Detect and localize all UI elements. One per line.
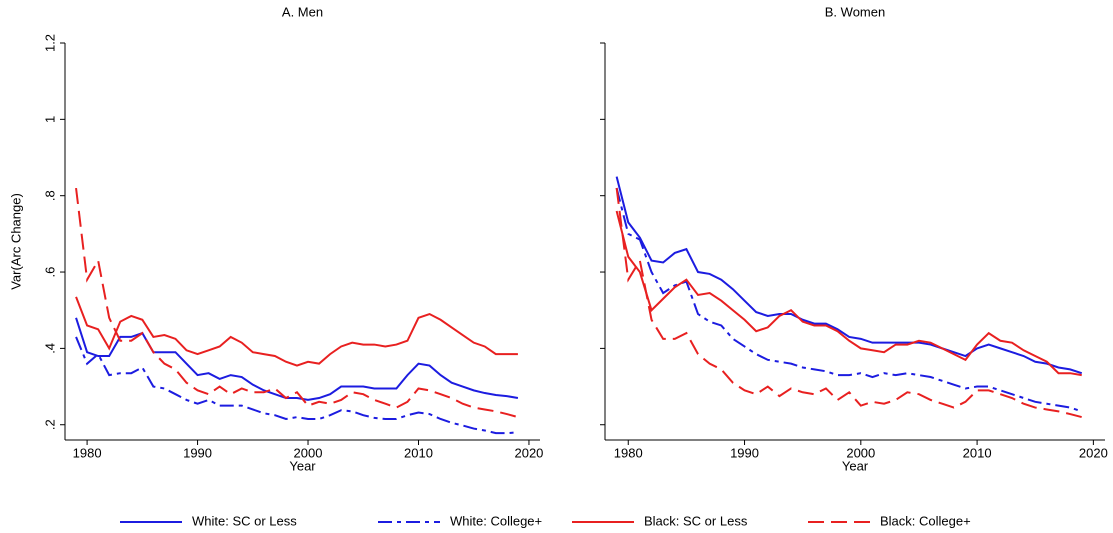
y-tick-label: 1.2 (42, 34, 57, 52)
y-tick-label: .4 (42, 343, 57, 354)
legend-label: Black: SC or Less (644, 513, 748, 528)
x-tick-label: 1990 (730, 445, 759, 460)
x-tick-label: 2020 (514, 445, 543, 460)
x-tick-label: 1980 (73, 445, 102, 460)
x-tick-label: 1980 (614, 445, 643, 460)
legend-label: White: College+ (450, 513, 542, 528)
series-line (75, 336, 518, 435)
y-tick-label: .6 (42, 267, 57, 278)
series-line (615, 210, 1082, 377)
x-tick-label: 2000 (846, 445, 875, 460)
x-axis-label: Year (289, 458, 316, 473)
series-line (75, 187, 519, 419)
y-tick-label: .8 (42, 190, 57, 201)
x-tick-label: 2010 (404, 445, 433, 460)
panel-title: A. Men (282, 4, 323, 19)
x-tick-label: 2000 (294, 445, 323, 460)
series-line (75, 296, 518, 367)
series-line (615, 176, 1083, 375)
panel-title: B. Women (825, 4, 885, 19)
series-line (615, 187, 1082, 419)
x-tick-label: 1990 (183, 445, 212, 460)
y-axis-label: Var(Arc Change) (8, 193, 23, 290)
y-tick-label: .2 (42, 419, 57, 430)
legend-label: White: SC or Less (192, 513, 297, 528)
x-tick-label: 2020 (1079, 445, 1108, 460)
x-axis-label: Year (842, 458, 869, 473)
x-tick-label: 2010 (963, 445, 992, 460)
y-tick-label: 1 (42, 116, 57, 123)
series-line (75, 317, 519, 401)
legend-label: Black: College+ (880, 513, 971, 528)
series-line (615, 187, 1083, 413)
